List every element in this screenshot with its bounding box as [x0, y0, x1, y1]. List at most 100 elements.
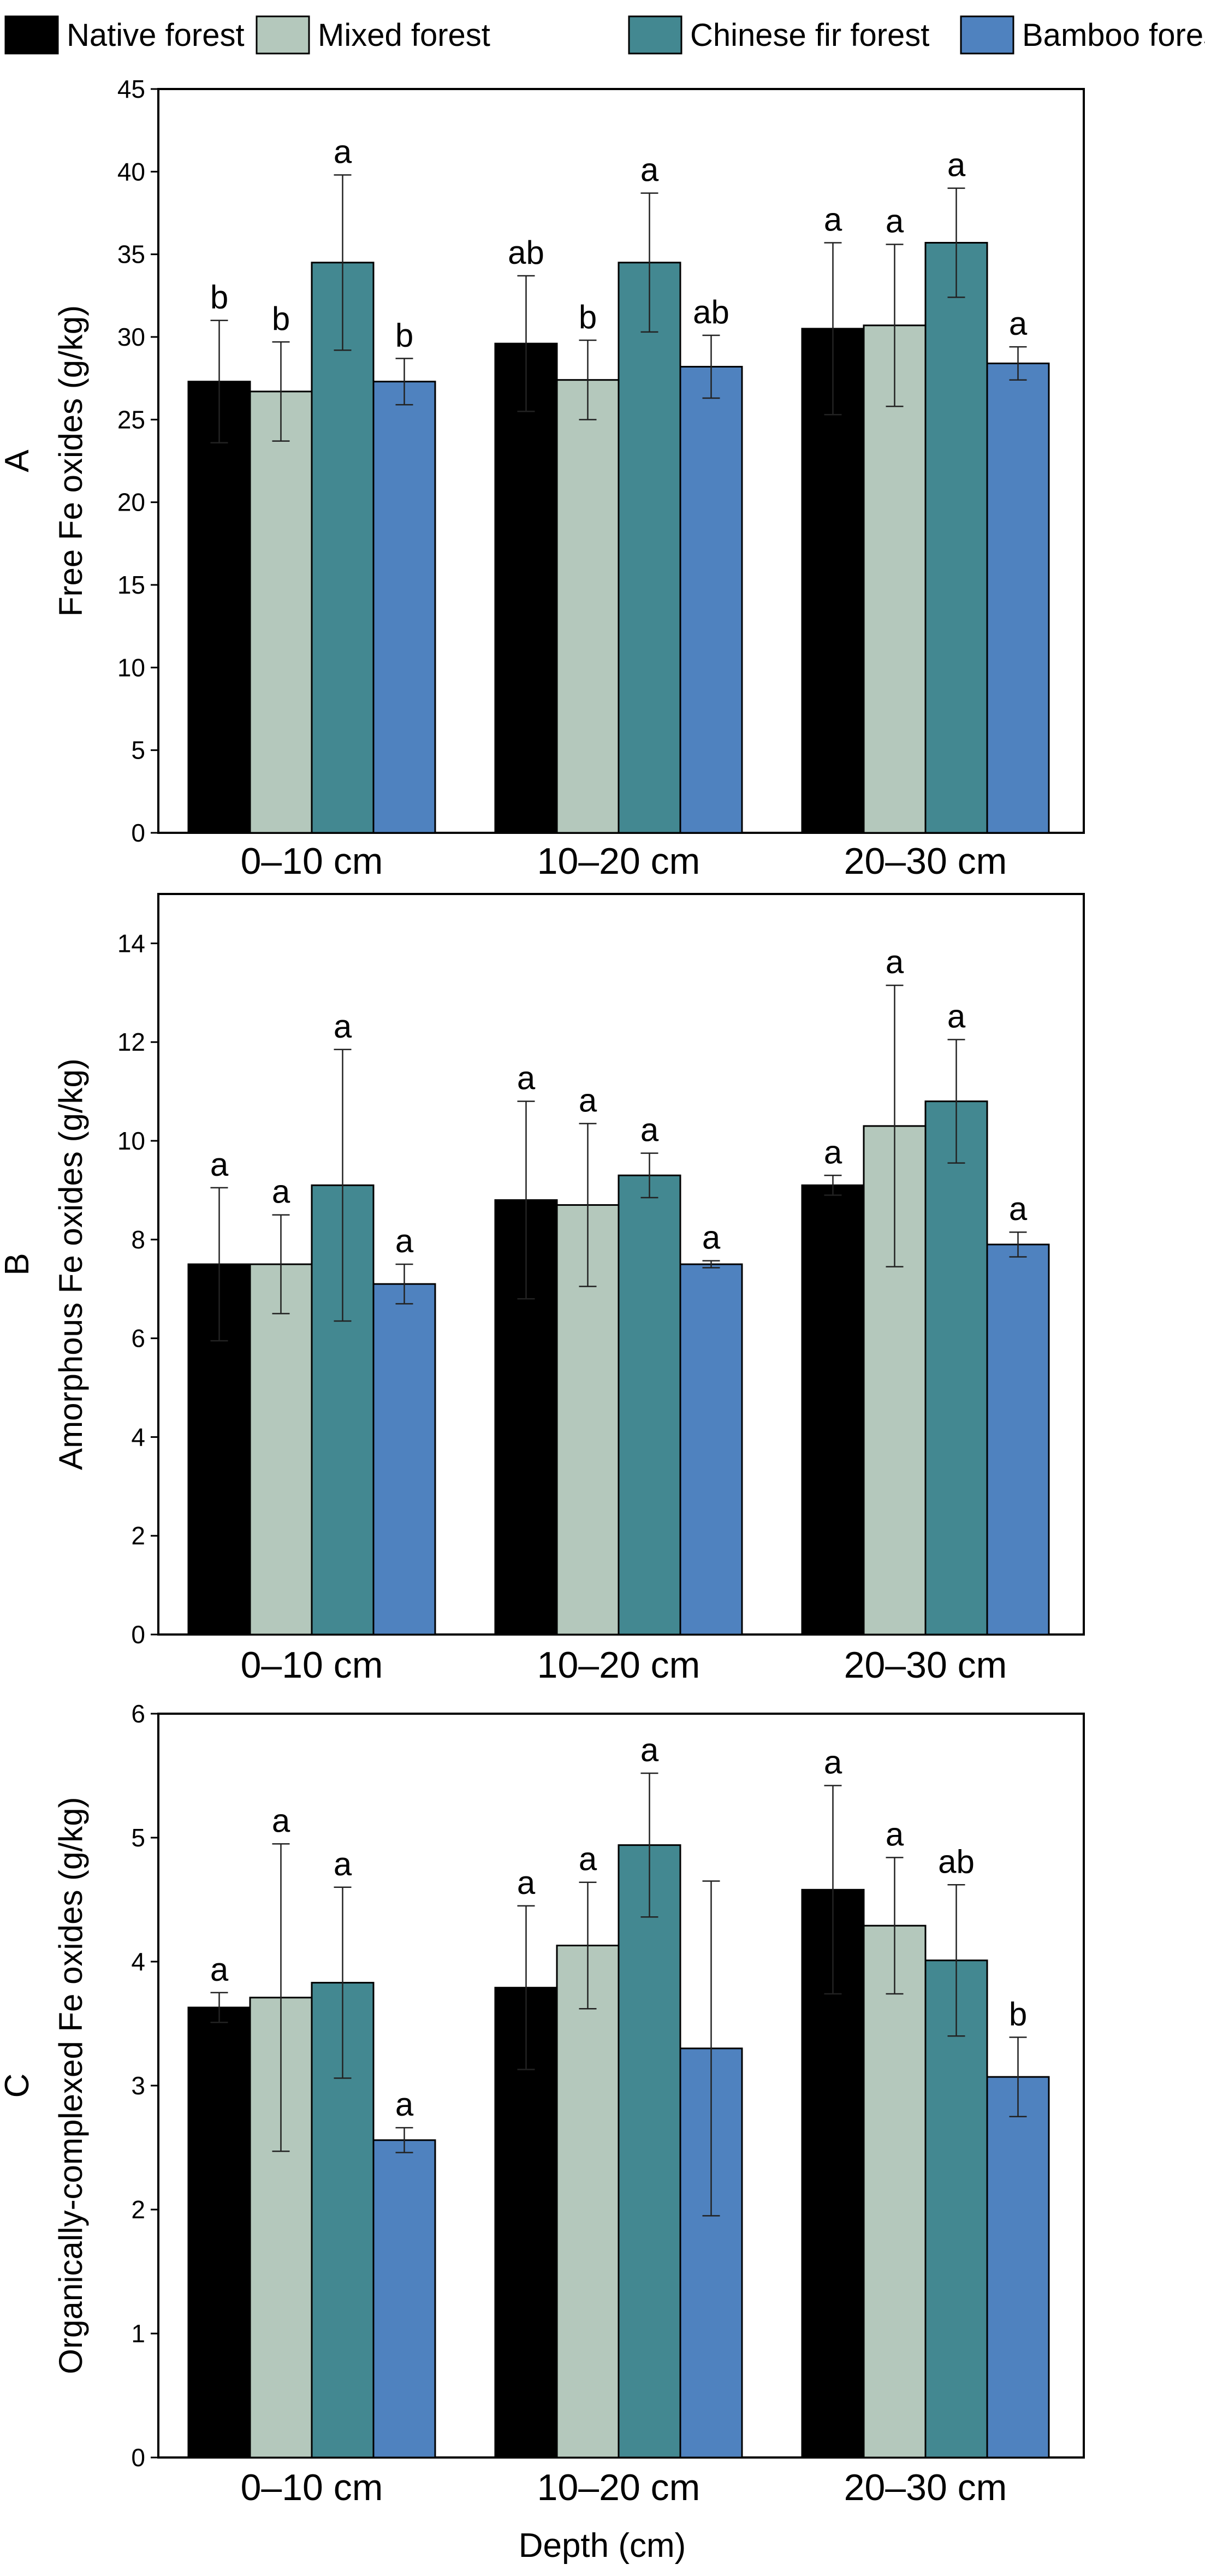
- significance-letter: a: [947, 998, 966, 1035]
- panel-C: 0 1 2 3 4 5 6 Organically-complexed Fe oxides (…: [0, 1699, 1085, 2508]
- significance-letter: b: [579, 299, 597, 335]
- category-label: 0–10 cm: [241, 2467, 383, 2508]
- category-label: 0–10 cm: [241, 840, 383, 882]
- y-tick-label: 10: [117, 653, 145, 682]
- significance-letter: a: [272, 1802, 290, 1839]
- category-label: 10–20 cm: [537, 2467, 701, 2508]
- category-label: 20–30 cm: [844, 2467, 1007, 2508]
- significance-letter: a: [824, 201, 842, 238]
- significance-letter: a: [824, 1744, 842, 1781]
- y-axis-label: Free Fe oxides (g/kg): [52, 305, 89, 617]
- bar: [311, 262, 375, 834]
- category-label: 0–10 cm: [241, 1644, 383, 1686]
- legend-label: Native forest: [67, 17, 245, 53]
- significance-letter: a: [517, 1864, 536, 1901]
- significance-letter: ab: [938, 1843, 975, 1880]
- legend-label: Mixed forest: [318, 17, 490, 53]
- category-label: 20–30 cm: [844, 1644, 1007, 1686]
- y-tick-label: 1: [131, 2319, 145, 2348]
- significance-letter: a: [210, 1146, 229, 1183]
- y-tick-label: 35: [117, 240, 145, 269]
- legend: Native forest Mixed forest Chinese fir for…: [4, 15, 1205, 55]
- bar: [618, 1174, 681, 1636]
- bar: [187, 2006, 251, 2459]
- bar: [924, 1100, 988, 1636]
- y-tick-label: 0: [131, 2443, 145, 2472]
- bar: [556, 1944, 620, 2459]
- y-tick-label: 8: [131, 1225, 145, 1254]
- bar: [372, 1283, 436, 1636]
- significance-letter: b: [210, 279, 228, 316]
- legend-swatch: [960, 15, 1014, 55]
- significance-letter: a: [886, 944, 904, 980]
- y-tick-label: 6: [131, 1324, 145, 1353]
- significance-letter: ab: [693, 294, 729, 330]
- significance-letter: a: [395, 2086, 414, 2123]
- bar: [986, 2076, 1050, 2459]
- bar: [618, 1844, 681, 2459]
- significance-letter: a: [579, 1841, 597, 1878]
- legend-swatch: [256, 15, 310, 55]
- panel-letter: B: [0, 1253, 36, 1275]
- bar: [187, 381, 251, 834]
- significance-letter: a: [334, 1008, 352, 1045]
- bar: [372, 2139, 436, 2459]
- y-tick-label: 10: [117, 1127, 145, 1155]
- y-tick-label: 14: [117, 929, 145, 957]
- y-axis-label: Organically-complexed Fe oxides (g/kg): [52, 1797, 89, 2374]
- y-tick-label: 5: [131, 1823, 145, 1852]
- y-tick-label: 3: [131, 2071, 145, 2100]
- significance-letter: a: [334, 133, 352, 170]
- bar: [986, 1243, 1050, 1636]
- y-tick-label: 4: [131, 1423, 145, 1451]
- bar: [249, 390, 313, 834]
- significance-letter: a: [579, 1082, 597, 1118]
- y-tick-label: 2: [131, 2195, 145, 2224]
- bar: [618, 262, 681, 834]
- y-tick-label: 30: [117, 323, 145, 351]
- bar: [372, 381, 436, 834]
- significance-letter: a: [210, 1951, 229, 1988]
- legend-label: Bamboo forest: [1022, 17, 1205, 53]
- significance-letter: a: [886, 203, 904, 240]
- y-tick-label: 5: [131, 736, 145, 765]
- bar: [924, 241, 988, 834]
- bar: [556, 379, 620, 834]
- y-tick-label: 4: [131, 1947, 145, 1976]
- significance-letter: a: [1009, 305, 1028, 342]
- bar: [249, 1263, 313, 1636]
- y-axis-label: Amorphous Fe oxides (g/kg): [52, 1058, 89, 1470]
- bar: [494, 342, 558, 834]
- x-axis-label: Depth (cm): [519, 2527, 686, 2565]
- significance-letter: a: [517, 1060, 536, 1097]
- significance-letter: a: [702, 1219, 721, 1256]
- y-tick-label: 45: [117, 75, 145, 103]
- y-tick-label: 12: [117, 1028, 145, 1056]
- significance-letter: b: [395, 317, 413, 353]
- bar: [801, 1184, 865, 1636]
- bar: [986, 362, 1050, 834]
- significance-letter: a: [640, 152, 659, 188]
- significance-letter: b: [272, 300, 290, 337]
- panel-B: 0 2 4 6 8 10 12 14 Amorphous Fe oxides (g/kg) Ba a…: [0, 893, 1085, 1686]
- significance-letter: a: [334, 1846, 352, 1882]
- significance-letter: a: [824, 1134, 842, 1170]
- bar: [863, 1924, 927, 2459]
- y-tick-label: 15: [117, 571, 145, 599]
- bar: [679, 365, 743, 834]
- y-tick-label: 0: [131, 1620, 145, 1649]
- legend-swatch: [628, 15, 682, 55]
- significance-letter: a: [640, 1112, 659, 1148]
- category-label: 10–20 cm: [537, 840, 701, 882]
- panel-letter: A: [0, 449, 36, 472]
- significance-letter: a: [947, 147, 966, 183]
- y-tick-label: 25: [117, 405, 145, 434]
- category-label: 10–20 cm: [537, 1644, 701, 1686]
- y-tick-label: 6: [131, 1699, 145, 1728]
- y-tick-label: 40: [117, 157, 145, 186]
- significance-letter: a: [395, 1223, 414, 1259]
- bar: [679, 1263, 743, 1636]
- category-label: 20–30 cm: [844, 840, 1007, 882]
- significance-letter: a: [1009, 1191, 1028, 1227]
